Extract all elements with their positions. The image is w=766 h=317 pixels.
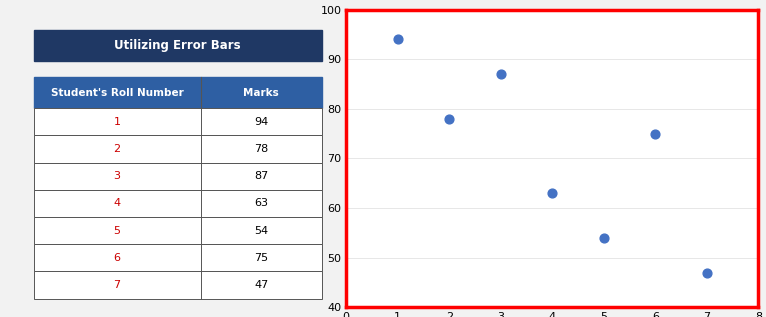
Point <box>443 116 455 121</box>
Point <box>649 131 661 136</box>
Text: 75: 75 <box>254 253 268 263</box>
Point <box>701 270 713 275</box>
Text: 54: 54 <box>254 226 268 236</box>
Text: Utilizing Error Bars: Utilizing Error Bars <box>114 39 241 52</box>
Text: 63: 63 <box>254 198 268 208</box>
Point <box>495 72 507 77</box>
Text: 6: 6 <box>113 253 120 263</box>
FancyBboxPatch shape <box>34 77 322 108</box>
Text: 78: 78 <box>254 144 268 154</box>
FancyBboxPatch shape <box>34 244 322 271</box>
Text: 94: 94 <box>254 117 268 127</box>
Point <box>597 236 610 241</box>
Text: 3: 3 <box>113 171 120 181</box>
FancyBboxPatch shape <box>34 217 322 244</box>
Point <box>546 191 558 196</box>
FancyBboxPatch shape <box>34 163 322 190</box>
Text: 87: 87 <box>254 171 268 181</box>
Text: 7: 7 <box>113 280 121 290</box>
Text: 1: 1 <box>113 117 120 127</box>
FancyBboxPatch shape <box>34 135 322 163</box>
Text: 2: 2 <box>113 144 121 154</box>
Text: 5: 5 <box>113 226 120 236</box>
FancyBboxPatch shape <box>34 271 322 299</box>
Point <box>391 37 404 42</box>
FancyBboxPatch shape <box>34 30 322 61</box>
Text: Marks: Marks <box>244 88 279 98</box>
Text: 47: 47 <box>254 280 268 290</box>
FancyBboxPatch shape <box>34 190 322 217</box>
Text: Student's Roll Number: Student's Roll Number <box>51 88 184 98</box>
Text: 4: 4 <box>113 198 121 208</box>
FancyBboxPatch shape <box>34 108 322 135</box>
Title: Chart Title: Chart Title <box>502 0 603 3</box>
